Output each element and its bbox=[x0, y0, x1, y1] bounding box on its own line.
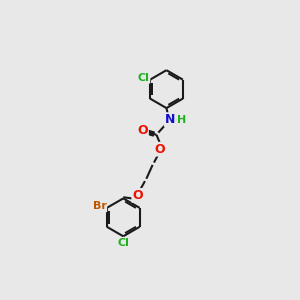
Text: Cl: Cl bbox=[117, 238, 129, 248]
Text: O: O bbox=[154, 143, 165, 156]
Text: Cl: Cl bbox=[138, 73, 149, 83]
Text: O: O bbox=[137, 124, 148, 137]
Text: H: H bbox=[177, 115, 186, 124]
Text: O: O bbox=[132, 189, 143, 202]
Text: N: N bbox=[165, 113, 175, 126]
Text: Br: Br bbox=[92, 202, 106, 212]
